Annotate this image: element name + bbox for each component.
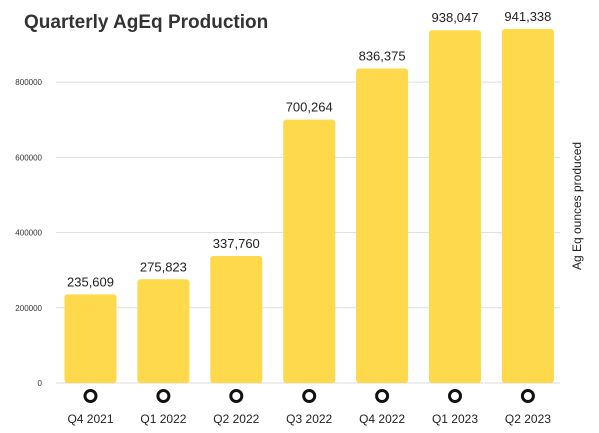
data-label: 337,760 [213,236,260,251]
bar [356,68,409,383]
data-label: 941,338 [504,9,551,24]
x-tick-label: Q1 2022 [140,412,186,426]
bar [501,29,554,383]
data-label: 700,264 [286,100,333,115]
bar [64,294,117,383]
data-label: 235,609 [67,274,114,289]
y-axis-ticks: 0 200000 400000 600000 800000 [15,78,42,388]
data-labels: 235,609 275,823 337,760 700,264 836,375 938,0… [67,9,551,289]
bar [283,119,336,384]
data-label: 836,375 [359,48,406,63]
ring-marker-icon [302,389,317,403]
bars [64,29,554,384]
ring-marker-icon [83,389,98,403]
x-tick-label: Q2 2023 [505,412,551,426]
y-axis-label: Ag Eq ounces produced [570,142,584,270]
x-tick-label: Q2 2022 [213,412,259,426]
bar [210,255,263,383]
ring-marker-icon [156,389,171,403]
ring-marker-icon [229,389,244,403]
x-tick-label: Q3 2022 [286,412,332,426]
ring-marker-icon [520,389,535,403]
x-tick-label: Q1 2023 [432,412,478,426]
ring-marker-icon [448,389,462,403]
data-label: 275,823 [140,259,187,274]
y-tick-label: 200000 [15,304,42,313]
chart-title: Quarterly AgEq Production [24,12,268,33]
x-axis-markers [83,389,535,403]
x-axis-ticks: Q4 2021 Q1 2022 Q2 2022 Q3 2022 Q4 2022 Q1 20… [67,412,551,426]
bar [137,279,190,383]
bar [429,30,481,384]
y-tick-label: 0 [38,379,43,388]
y-tick-label: 400000 [15,229,42,238]
data-label: 938,047 [432,10,479,25]
ring-marker-icon [375,389,390,403]
x-tick-label: Q4 2021 [67,412,113,426]
x-tick-label: Q4 2022 [359,412,405,426]
y-tick-label: 800000 [15,78,42,87]
y-tick-label: 600000 [15,153,42,162]
